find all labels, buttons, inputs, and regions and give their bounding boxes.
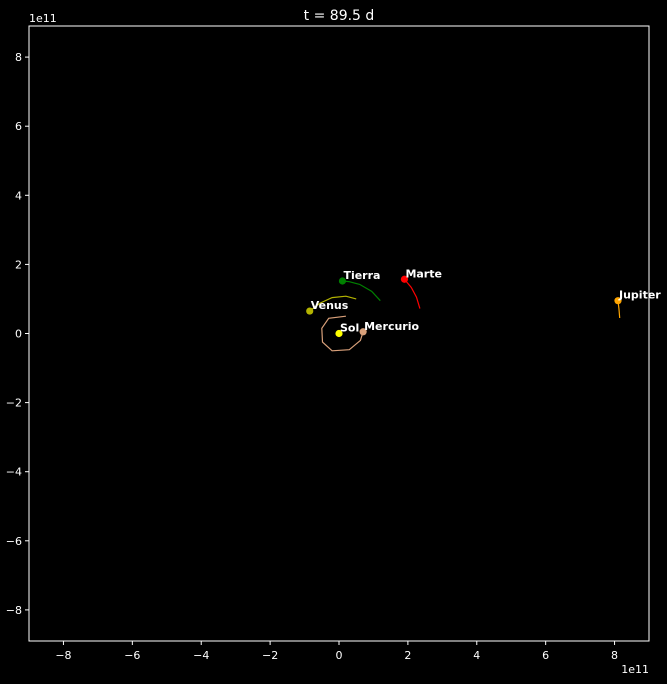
x-tick-label-0: −8 <box>55 649 71 662</box>
y-axis-offset-text: 1e11 <box>29 12 57 25</box>
y-tick-label-3: −2 <box>6 397 22 410</box>
y-tick-label-6: 4 <box>15 189 22 202</box>
bodies: Sol Mercurio Venus Tierra Marte Jupiter <box>306 267 661 338</box>
body-marker-tierra <box>338 277 347 285</box>
body-label-tierra: Tierra <box>343 269 380 282</box>
plot-frame <box>28 25 650 642</box>
x-tick-label-6: 4 <box>473 649 480 662</box>
body-label-mercurio: Mercurio <box>364 320 419 333</box>
orbit-trail-marte <box>403 278 421 309</box>
chart-title: t = 89.5 d <box>304 8 375 24</box>
body-label-marte: Marte <box>405 267 442 280</box>
x-tick-label-8: 8 <box>611 649 618 662</box>
body-marker-venus <box>306 307 314 315</box>
y-tick-label-1: −6 <box>6 535 22 548</box>
x-tick-label-4: 0 <box>336 649 343 662</box>
x-tick-label-7: 6 <box>542 649 549 662</box>
x-axis-offset-text: 1e11 <box>621 663 649 676</box>
body-label-venus: Venus <box>311 299 349 312</box>
orbit-trail-venus <box>309 295 357 312</box>
x-tick-label-5: 2 <box>404 649 411 662</box>
body-marker-jupiter <box>614 297 622 305</box>
body-label-sol: Sol <box>340 322 359 335</box>
y-tick-label-5: 2 <box>15 258 22 271</box>
y-tick-label-2: −4 <box>6 466 22 479</box>
orbit-trail-mercurio <box>321 315 364 352</box>
orbit-trails <box>309 278 621 352</box>
y-tick-label-7: 6 <box>15 120 22 133</box>
axis-ticks: −8 −6 −4 −2 0 2 4 6 8 −8 −6 −4 −2 0 2 4 6 8 <box>6 51 618 662</box>
body-label-jupiter: Jupiter <box>618 289 661 302</box>
y-tick-label-8: 8 <box>15 51 22 64</box>
x-tick-label-3: −2 <box>262 649 278 662</box>
body-marker-marte <box>400 275 409 283</box>
body-marker-sol <box>335 329 343 338</box>
x-tick-label-2: −4 <box>193 649 209 662</box>
y-tick-label-4: 0 <box>15 328 22 341</box>
y-tick-label-0: −8 <box>6 604 22 617</box>
body-marker-mercurio <box>359 328 367 336</box>
orbit-trail-tierra <box>342 280 381 302</box>
x-tick-label-1: −6 <box>124 649 140 662</box>
